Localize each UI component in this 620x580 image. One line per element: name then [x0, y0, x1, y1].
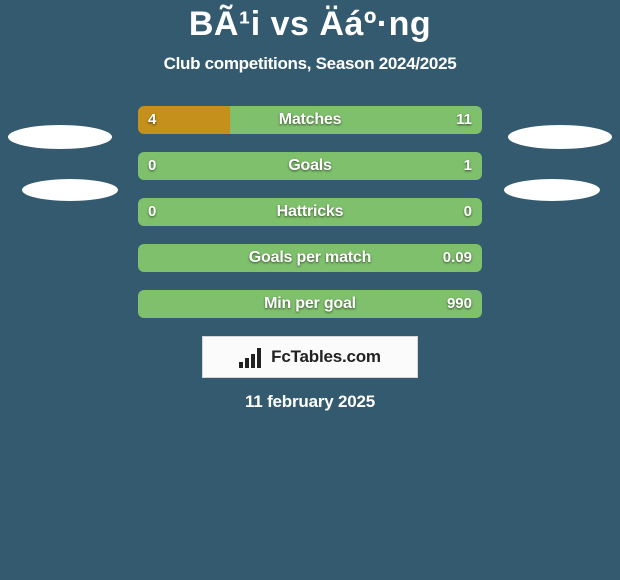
stat-value-left: 0: [148, 198, 156, 226]
watermark-icon-bar: [257, 348, 261, 368]
watermark-icon-bar: [239, 362, 243, 368]
stat-bar-right-segment: [138, 152, 482, 180]
stat-row: Goals per match0.09: [138, 244, 482, 272]
stat-bar: [138, 152, 482, 180]
stat-bar-right-segment: [138, 244, 482, 272]
watermark-icon-bar: [251, 354, 255, 368]
stat-bar-right-segment: [138, 290, 482, 318]
watermark-icon: [239, 346, 265, 368]
stat-bar: [138, 244, 482, 272]
stat-value-left: 4: [148, 106, 156, 134]
comparison-card: BÃ¹i vs Äáº·ng Club competitions, Season…: [0, 0, 620, 580]
watermark-text: FcTables.com: [271, 347, 381, 367]
subtitle: Club competitions, Season 2024/2025: [0, 54, 620, 74]
stat-row: Matches411: [138, 106, 482, 134]
stat-value-right: 1: [464, 152, 472, 180]
stat-bar-right-segment: [138, 198, 482, 226]
stats-rows: Matches411Goals01Hattricks00Goals per ma…: [0, 106, 620, 318]
stat-value-right: 0.09: [443, 244, 472, 272]
stat-value-right: 990: [447, 290, 472, 318]
stat-value-left: 0: [148, 152, 156, 180]
stat-bar: [138, 106, 482, 134]
stat-row: Hattricks00: [138, 198, 482, 226]
stat-value-right: 0: [464, 198, 472, 226]
watermark: FcTables.com: [202, 336, 418, 378]
stat-value-right: 11: [456, 106, 472, 134]
footer-date: 11 february 2025: [0, 392, 620, 412]
stat-bar: [138, 290, 482, 318]
page-title: BÃ¹i vs Äáº·ng: [0, 5, 620, 44]
stat-bar-right-segment: [230, 106, 482, 134]
watermark-icon-bar: [245, 358, 249, 368]
stat-row: Min per goal990: [138, 290, 482, 318]
stat-row: Goals01: [138, 152, 482, 180]
stat-bar: [138, 198, 482, 226]
